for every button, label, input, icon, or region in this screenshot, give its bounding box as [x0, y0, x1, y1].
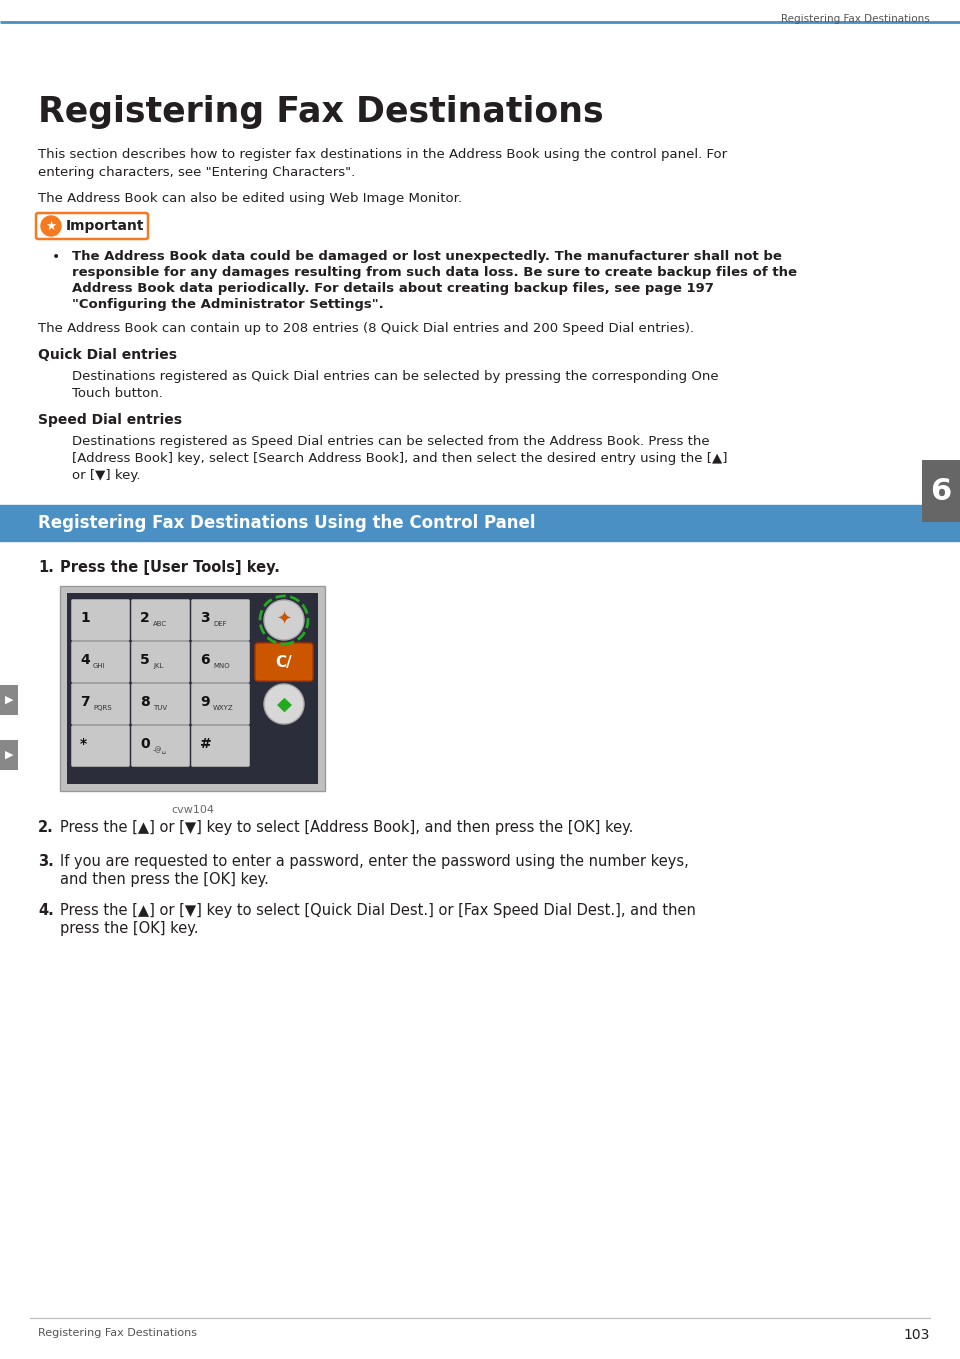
Text: ★: ★	[45, 220, 57, 232]
FancyBboxPatch shape	[132, 684, 189, 724]
Text: Destinations registered as Quick Dial entries can be selected by pressing the co: Destinations registered as Quick Dial en…	[72, 370, 719, 383]
Text: If you are requested to enter a password, enter the password using the number ke: If you are requested to enter a password…	[60, 853, 688, 868]
Text: #: #	[200, 737, 212, 752]
Text: ABC: ABC	[153, 621, 167, 626]
Bar	[60, 586, 325, 791]
Text: 3.: 3.	[38, 853, 54, 868]
FancyBboxPatch shape	[255, 643, 313, 681]
FancyBboxPatch shape	[132, 599, 189, 640]
Bar	[0, 685, 18, 715]
Text: 2: 2	[140, 612, 150, 625]
Text: 8: 8	[140, 694, 150, 709]
Text: ▶: ▶	[5, 694, 13, 705]
Text: Important: Important	[66, 219, 145, 232]
Text: Press the [▲] or [▼] key to select [Quick Dial Dest.] or [Fax Speed Dial Dest.],: Press the [▲] or [▼] key to select [Quic…	[60, 902, 696, 917]
Text: 1: 1	[80, 612, 89, 625]
Text: 9: 9	[200, 694, 209, 709]
Text: C/: C/	[276, 655, 293, 670]
Text: press the [OK] key.: press the [OK] key.	[60, 921, 199, 936]
Text: "Configuring the Administrator Settings".: "Configuring the Administrator Settings"…	[72, 298, 384, 311]
FancyBboxPatch shape	[132, 726, 189, 766]
Text: ▶: ▶	[5, 750, 13, 760]
Text: Registering Fax Destinations: Registering Fax Destinations	[38, 1328, 197, 1339]
Text: 0: 0	[140, 737, 150, 752]
Text: 1.: 1.	[38, 560, 54, 575]
Text: TUV: TUV	[153, 705, 167, 711]
Text: 6: 6	[200, 654, 209, 667]
Text: *: *	[80, 737, 87, 752]
Text: Address Book data periodically. For details about creating backup files, see pag: Address Book data periodically. For deta…	[72, 283, 714, 295]
Text: Registering Fax Destinations: Registering Fax Destinations	[781, 14, 930, 24]
Text: 2.: 2.	[38, 819, 54, 834]
Bar	[0, 506, 960, 541]
FancyBboxPatch shape	[36, 213, 148, 239]
Bar	[922, 459, 960, 522]
FancyBboxPatch shape	[71, 641, 130, 682]
Text: 5: 5	[140, 654, 150, 667]
FancyBboxPatch shape	[132, 641, 189, 682]
Text: DEF: DEF	[213, 621, 227, 626]
FancyBboxPatch shape	[71, 599, 130, 640]
Text: •: •	[52, 250, 60, 264]
Text: ✦: ✦	[276, 612, 292, 629]
Text: entering characters, see "Entering Characters".: entering characters, see "Entering Chara…	[38, 166, 355, 179]
Text: Touch button.: Touch button.	[72, 387, 163, 400]
Text: WXYZ: WXYZ	[213, 705, 233, 711]
Text: Press the [▲] or [▼] key to select [Address Book], and then press the [OK] key.: Press the [▲] or [▼] key to select [Addr…	[60, 819, 634, 834]
Bar	[67, 593, 318, 784]
FancyBboxPatch shape	[191, 641, 250, 682]
Text: The Address Book can also be edited using Web Image Monitor.: The Address Book can also be edited usin…	[38, 192, 462, 205]
Text: ◆: ◆	[276, 694, 292, 713]
Text: Press the [User Tools] key.: Press the [User Tools] key.	[60, 560, 280, 575]
Text: This section describes how to register fax destinations in the Address Book usin: This section describes how to register f…	[38, 148, 727, 160]
FancyBboxPatch shape	[71, 726, 130, 766]
Text: 6: 6	[930, 477, 951, 506]
Text: GHI: GHI	[93, 663, 106, 669]
Text: 4: 4	[80, 654, 89, 667]
FancyBboxPatch shape	[191, 726, 250, 766]
Text: MNO: MNO	[213, 663, 229, 669]
Text: Quick Dial entries: Quick Dial entries	[38, 348, 177, 361]
Text: PQRS: PQRS	[93, 705, 111, 711]
FancyBboxPatch shape	[191, 684, 250, 724]
Text: JKL: JKL	[153, 663, 163, 669]
Text: responsible for any damages resulting from such data loss. Be sure to create bac: responsible for any damages resulting fr…	[72, 266, 797, 279]
Text: 4.: 4.	[38, 902, 54, 917]
Circle shape	[264, 601, 304, 640]
Text: 3: 3	[200, 612, 209, 625]
Text: Registering Fax Destinations Using the Control Panel: Registering Fax Destinations Using the C…	[38, 514, 536, 531]
FancyBboxPatch shape	[71, 684, 130, 724]
Circle shape	[264, 684, 304, 724]
Text: Destinations registered as Speed Dial entries can be selected from the Address B: Destinations registered as Speed Dial en…	[72, 435, 709, 448]
Text: [Address Book] key, select [Search Address Book], and then select the desired en: [Address Book] key, select [Search Addre…	[72, 453, 728, 465]
Bar	[0, 741, 18, 771]
Text: Registering Fax Destinations: Registering Fax Destinations	[38, 95, 604, 129]
Text: 7: 7	[80, 694, 89, 709]
Circle shape	[41, 216, 61, 236]
Text: or [▼] key.: or [▼] key.	[72, 469, 140, 482]
Text: 103: 103	[903, 1328, 930, 1341]
Text: The Address Book can contain up to 208 entries (8 Quick Dial entries and 200 Spe: The Address Book can contain up to 208 e…	[38, 322, 694, 336]
Text: and then press the [OK] key.: and then press the [OK] key.	[60, 872, 269, 887]
Text: cvw104: cvw104	[171, 805, 214, 815]
Text: -@␣: -@␣	[153, 746, 167, 754]
FancyBboxPatch shape	[191, 599, 250, 640]
Text: The Address Book data could be damaged or lost unexpectedly. The manufacturer sh: The Address Book data could be damaged o…	[72, 250, 781, 264]
Text: Speed Dial entries: Speed Dial entries	[38, 413, 182, 427]
